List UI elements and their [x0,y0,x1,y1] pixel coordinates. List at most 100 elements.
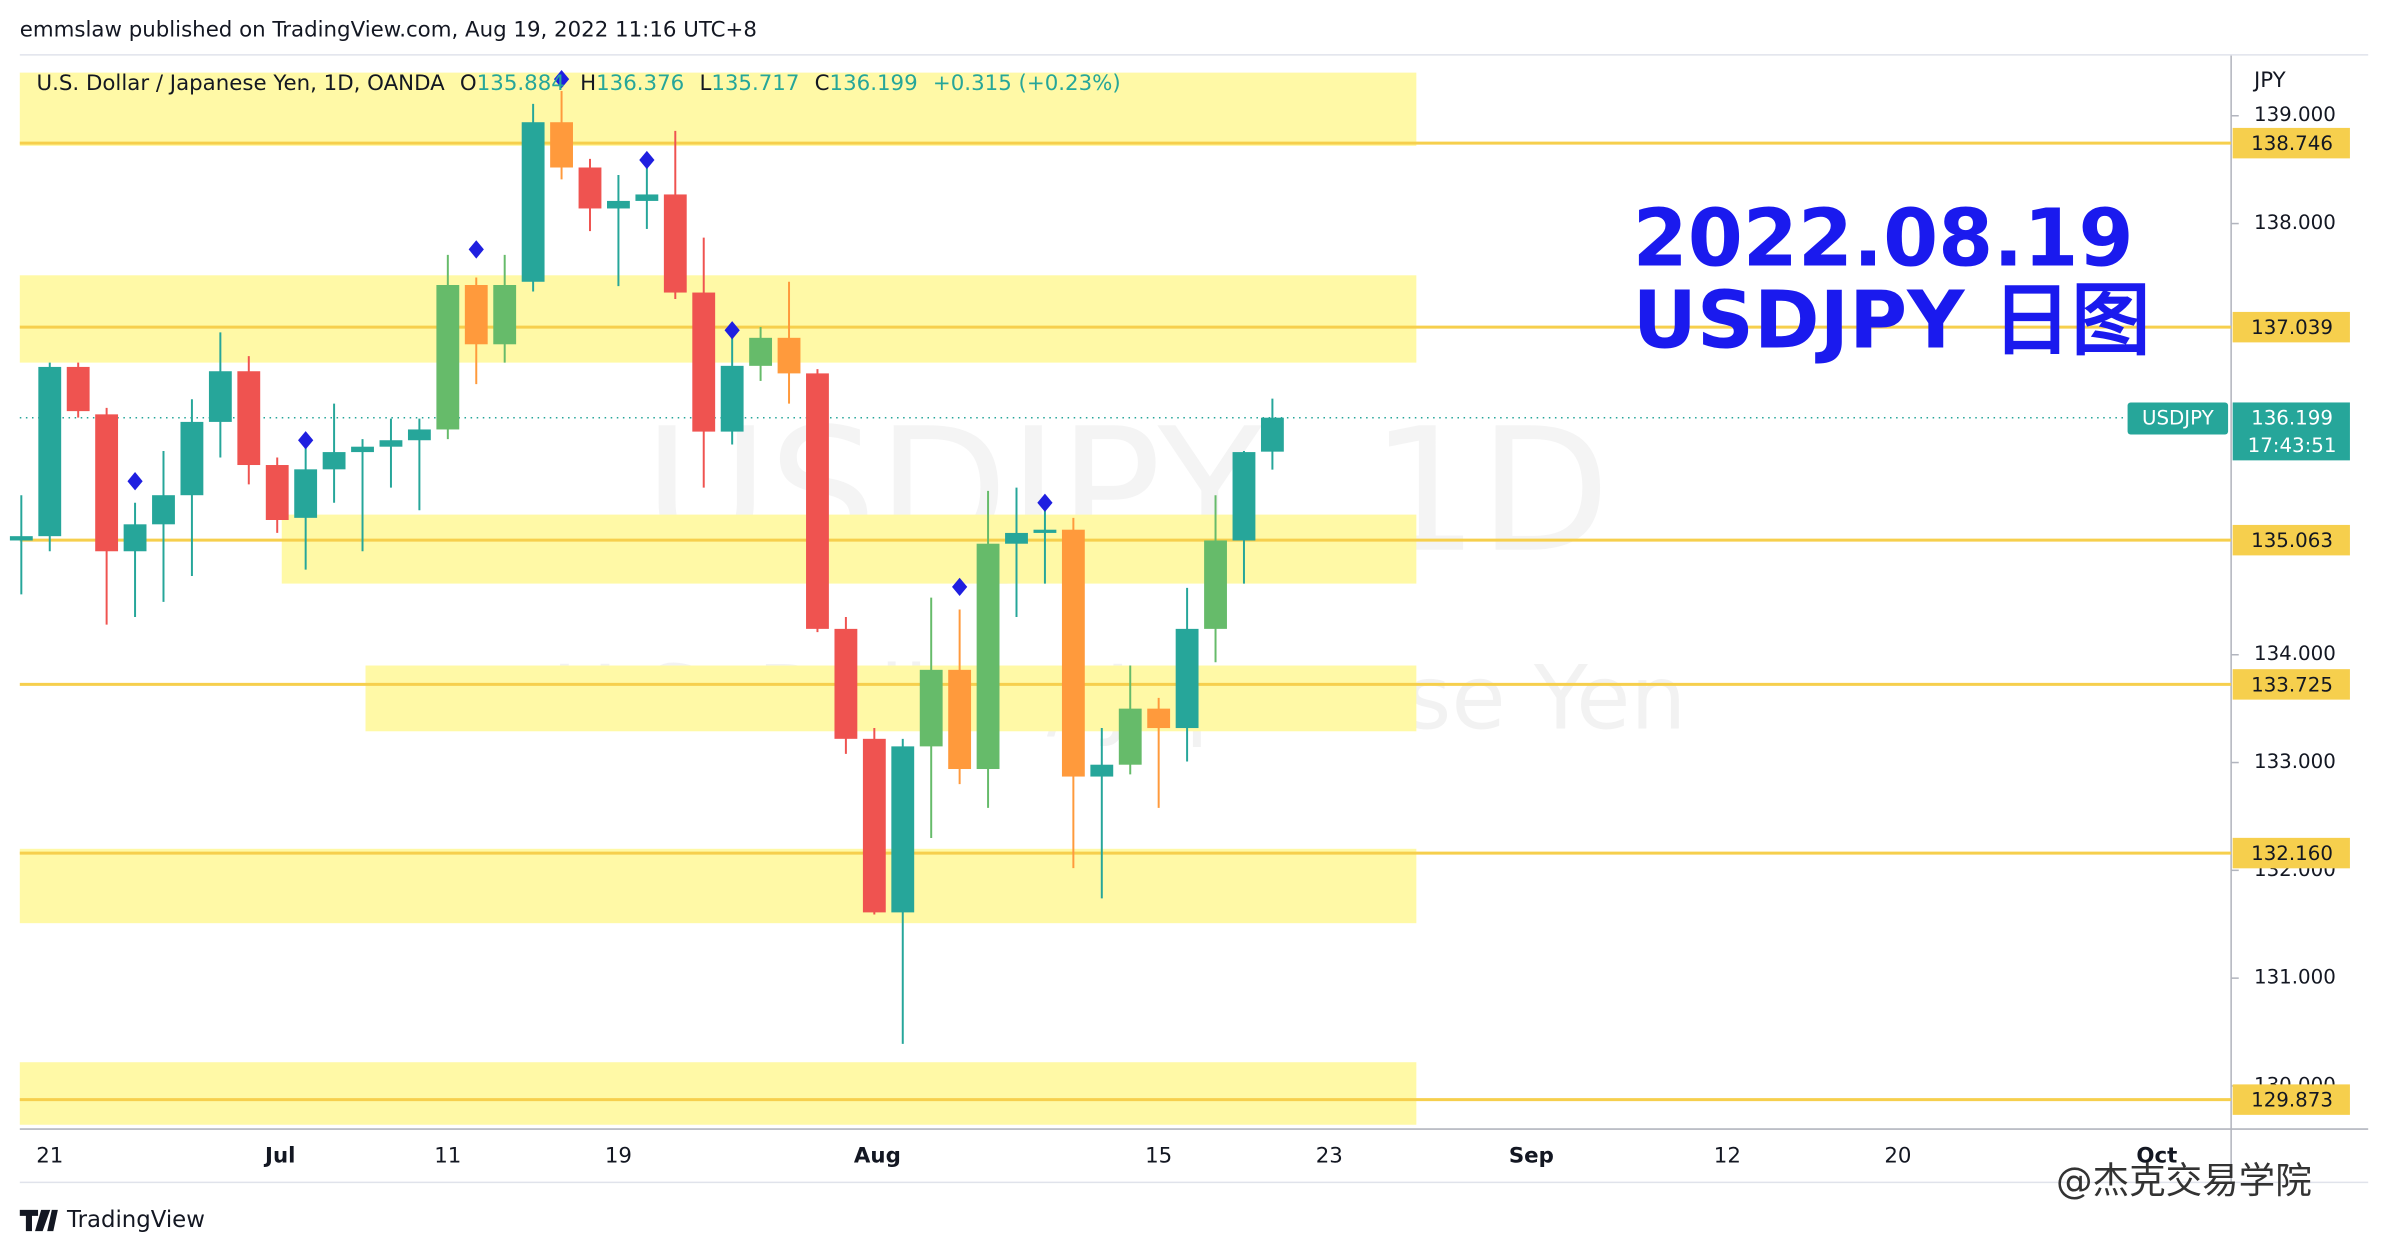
x-tick-label: 12 [1714,1143,1741,1168]
x-tick-label: 15 [1145,1143,1172,1168]
signal-marker [1037,493,1053,512]
candle-body [1175,628,1199,729]
signal-marker [298,431,314,450]
candle-body [1260,417,1284,452]
legend-value: 135.884 [477,71,565,96]
candle-body [123,524,147,552]
candle-body [607,200,630,209]
x-tick-label: Aug [854,1143,901,1168]
candle-body [891,746,915,913]
candle-body [635,194,659,201]
candle-body [1033,529,1057,533]
candle-body [692,292,716,432]
candle-body [294,469,318,518]
candle-body [180,421,204,496]
level-label: 133.725 [2251,673,2333,696]
level-label-box [2232,837,2350,869]
legend-key: L [699,71,711,96]
candle-body [777,337,801,374]
countdown: 17:43:51 [2248,434,2337,457]
candle-body [464,285,488,345]
brand-icon [19,1209,58,1232]
level-label-box [2232,311,2350,343]
candle-body [720,365,744,432]
candle-body [152,495,175,525]
foreground-layer: 139.000138.000134.000133.000132.000131.0… [9,69,2350,1168]
level-label-box [2232,524,2350,556]
credit: @杰克交易学院 [2056,1159,2312,1202]
candle-body [1147,708,1171,729]
candle-body [1204,540,1227,629]
candle-body [95,414,119,552]
legend-value: 136.199 [830,71,918,96]
signal-marker [639,150,655,170]
y-tick-label: 133.000 [2254,750,2336,773]
overlay-date: 2022.08.19 [1633,191,2134,284]
candle-body [806,373,829,629]
legend-symbol: U.S. Dollar / Japanese Yen, 1D, OANDA [37,71,446,96]
level-label-box [2232,127,2350,159]
level-label: 135.063 [2251,529,2333,552]
candle-body [436,285,460,430]
level-label: 137.039 [2251,316,2333,339]
candle-body [578,167,602,209]
candle-body [351,446,374,453]
legend-key: O [460,71,477,96]
candle-body [1118,708,1142,765]
candle-body [493,285,517,345]
candle-body [9,536,33,541]
candle-body [379,440,403,447]
legend-key: H [580,71,596,96]
candle-body [1061,529,1085,777]
candle-body [407,429,431,441]
y-tick-label: 131.000 [2254,966,2336,989]
legend-change: +0.315 (+0.23%) [933,71,1121,96]
zone [19,1062,1417,1125]
signal-marker [553,69,570,89]
candle-body [834,628,858,739]
y-unit: JPY [2252,68,2287,93]
y-tick-label: 134.000 [2254,642,2336,665]
zone [281,514,1417,584]
candle-body [38,366,62,537]
candle-body [749,337,773,366]
brand-logo: TradingView [19,1207,205,1233]
x-tick-label: Sep [1509,1143,1554,1168]
y-tick-label: 139.000 [2254,103,2336,126]
candle-body [862,738,886,913]
candle-body [265,465,289,521]
level-label: 129.873 [2251,1089,2333,1112]
candle-body [208,371,232,422]
brand-name: TradingView [66,1207,205,1233]
zone [19,848,1417,924]
overlay-subtitle: USDJPY 日图 [1633,274,2151,367]
x-tick-label: 11 [434,1143,461,1168]
x-tick-label: Jul [263,1143,295,1168]
candle-body [322,452,346,470]
zone [19,275,1417,363]
candle-body [948,669,972,770]
candle-body [919,669,943,747]
legend: U.S. Dollar / Japanese Yen, 1D, OANDA O13… [37,71,1121,96]
signal-marker [127,472,143,491]
x-tick-label: 19 [605,1143,632,1168]
x-tick-label: Oct [2136,1143,2177,1168]
candle-body [1005,532,1028,544]
legend-key: C [815,71,830,96]
x-tick-label: 23 [1316,1143,1343,1168]
level-label: 132.160 [2251,842,2333,865]
candle-body [237,371,261,466]
candle-body [1232,452,1256,541]
candle-body [976,543,1000,770]
level-label-box [2232,669,2350,700]
candle-body [550,122,573,168]
legend-value: 135.717 [711,71,799,96]
last-price-box [2232,402,2350,461]
level-label: 138.746 [2251,132,2333,155]
x-tick-label: 21 [36,1143,63,1168]
candle-body [1090,764,1114,777]
candle-body [521,122,545,282]
